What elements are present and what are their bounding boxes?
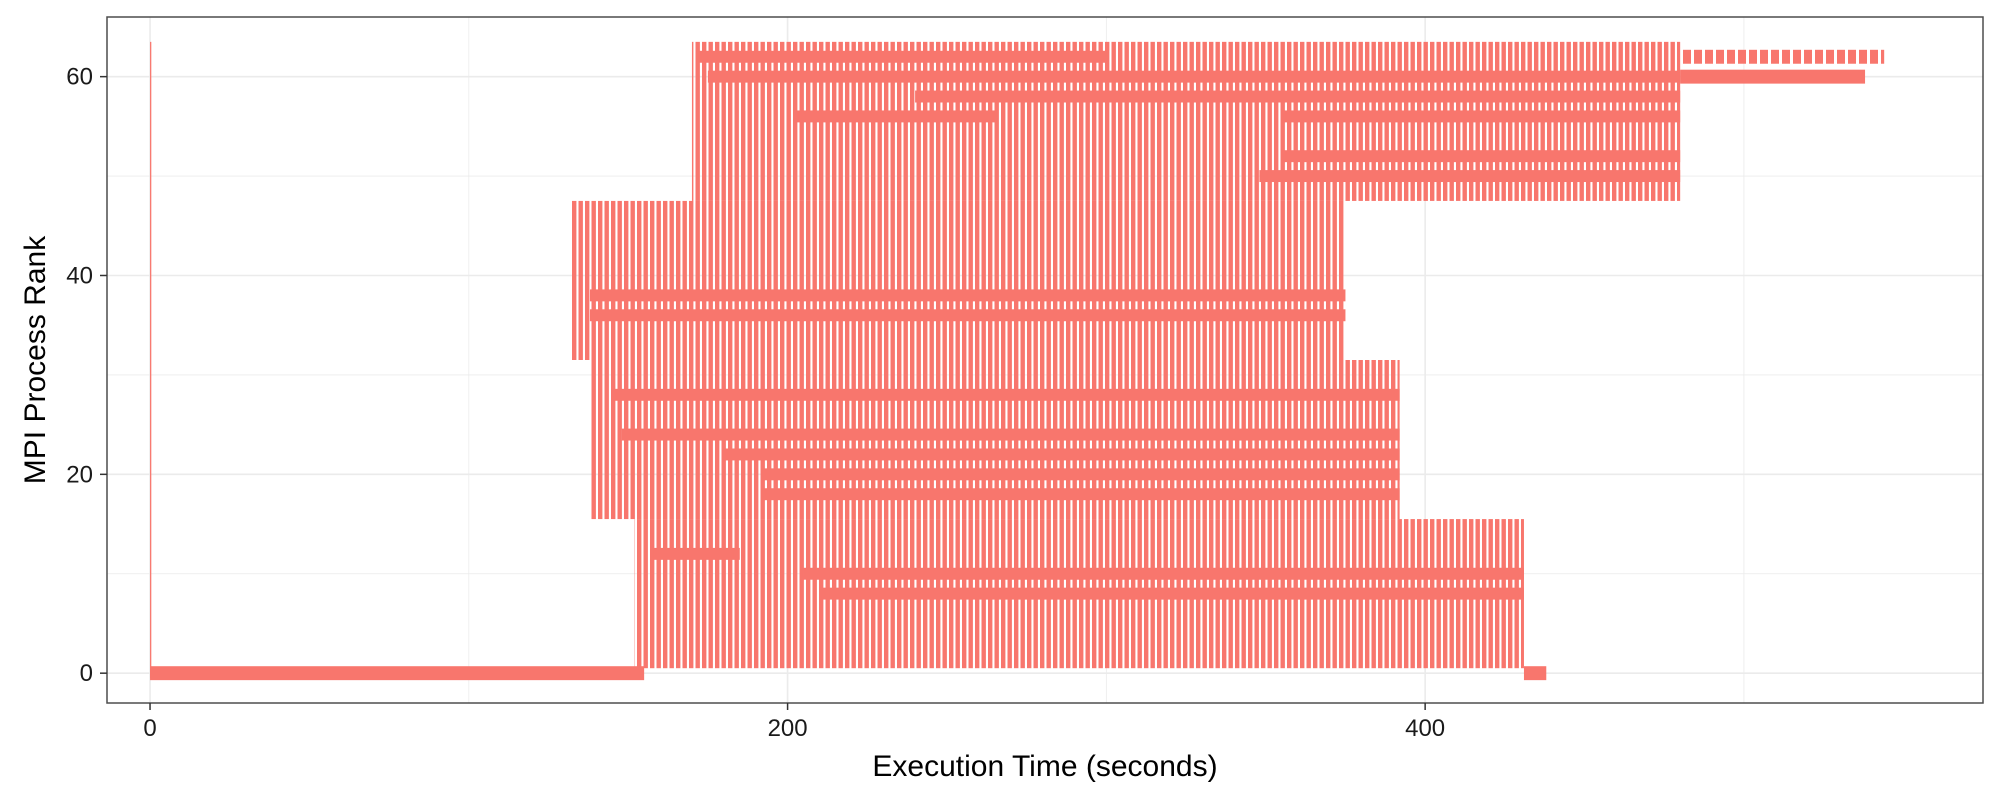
trace-row bbox=[723, 448, 1400, 461]
trace-span bbox=[1523, 666, 1547, 681]
trace-span bbox=[570, 200, 1346, 360]
trace-row bbox=[1259, 170, 1681, 183]
trace-span bbox=[1680, 69, 1866, 84]
y-tick-label: 60 bbox=[66, 64, 93, 91]
x-axis: 0 200 400 bbox=[143, 703, 1445, 742]
x-axis-label: Execution Time (seconds) bbox=[872, 750, 1217, 783]
trace-row bbox=[589, 289, 1346, 302]
panel-border bbox=[106, 16, 1984, 704]
x-tick-label: 200 bbox=[768, 715, 808, 742]
chart-marks bbox=[150, 41, 1885, 681]
trace-row bbox=[803, 567, 1524, 580]
trace-row bbox=[819, 587, 1524, 600]
y-tick-label: 0 bbox=[80, 660, 93, 687]
trace-row bbox=[793, 110, 995, 123]
trace-span bbox=[150, 666, 645, 681]
trace-row bbox=[698, 50, 1107, 63]
trace-row bbox=[1281, 110, 1681, 123]
trace-row bbox=[915, 90, 1681, 103]
trace-span bbox=[150, 41, 152, 679]
trace-row bbox=[762, 468, 1400, 481]
trace-span bbox=[1680, 49, 1885, 64]
y-tick-label: 20 bbox=[66, 461, 93, 488]
trace-row bbox=[612, 388, 1400, 401]
x-tick-label: 0 bbox=[143, 715, 156, 742]
trace-row bbox=[653, 547, 740, 560]
x-tick-label: 400 bbox=[1405, 715, 1445, 742]
y-axis: 0 20 40 60 bbox=[66, 64, 107, 687]
trace-row bbox=[707, 70, 1681, 83]
trace-row bbox=[762, 488, 1400, 501]
y-tick-label: 40 bbox=[66, 262, 93, 289]
y-axis-label: MPI Process Rank bbox=[19, 235, 52, 484]
trace-row bbox=[621, 428, 1400, 441]
trace-row bbox=[589, 309, 1346, 322]
trace-row bbox=[1281, 150, 1681, 163]
